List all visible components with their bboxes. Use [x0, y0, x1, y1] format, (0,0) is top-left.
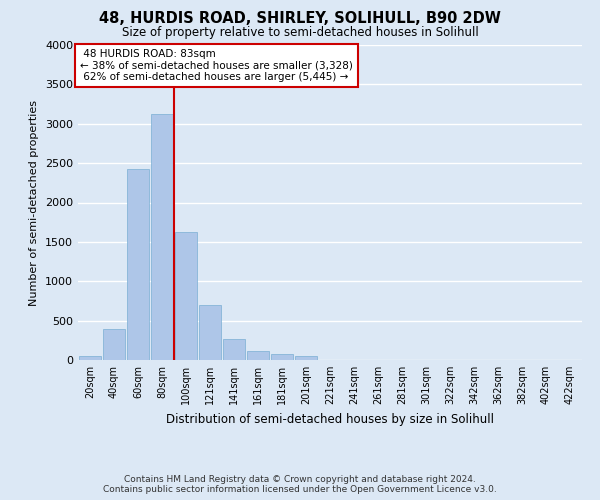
Bar [247, 350, 269, 360]
Y-axis label: Number of semi-detached properties: Number of semi-detached properties [29, 100, 40, 306]
Text: Size of property relative to semi-detached houses in Solihull: Size of property relative to semi-detach… [122, 26, 478, 39]
Bar [103, 328, 125, 360]
Text: 48 HURDIS ROAD: 83sqm
← 38% of semi-detached houses are smaller (3,328)
 62% of : 48 HURDIS ROAD: 83sqm ← 38% of semi-deta… [80, 49, 353, 82]
Bar [271, 354, 293, 360]
Bar [199, 305, 221, 360]
Bar [175, 232, 197, 360]
Bar [295, 356, 317, 360]
Text: Contains HM Land Registry data © Crown copyright and database right 2024.
Contai: Contains HM Land Registry data © Crown c… [103, 474, 497, 494]
X-axis label: Distribution of semi-detached houses by size in Solihull: Distribution of semi-detached houses by … [166, 412, 494, 426]
Bar [127, 168, 149, 360]
Bar [223, 338, 245, 360]
Bar [79, 356, 101, 360]
Text: 48, HURDIS ROAD, SHIRLEY, SOLIHULL, B90 2DW: 48, HURDIS ROAD, SHIRLEY, SOLIHULL, B90 … [99, 11, 501, 26]
Bar [151, 114, 173, 360]
